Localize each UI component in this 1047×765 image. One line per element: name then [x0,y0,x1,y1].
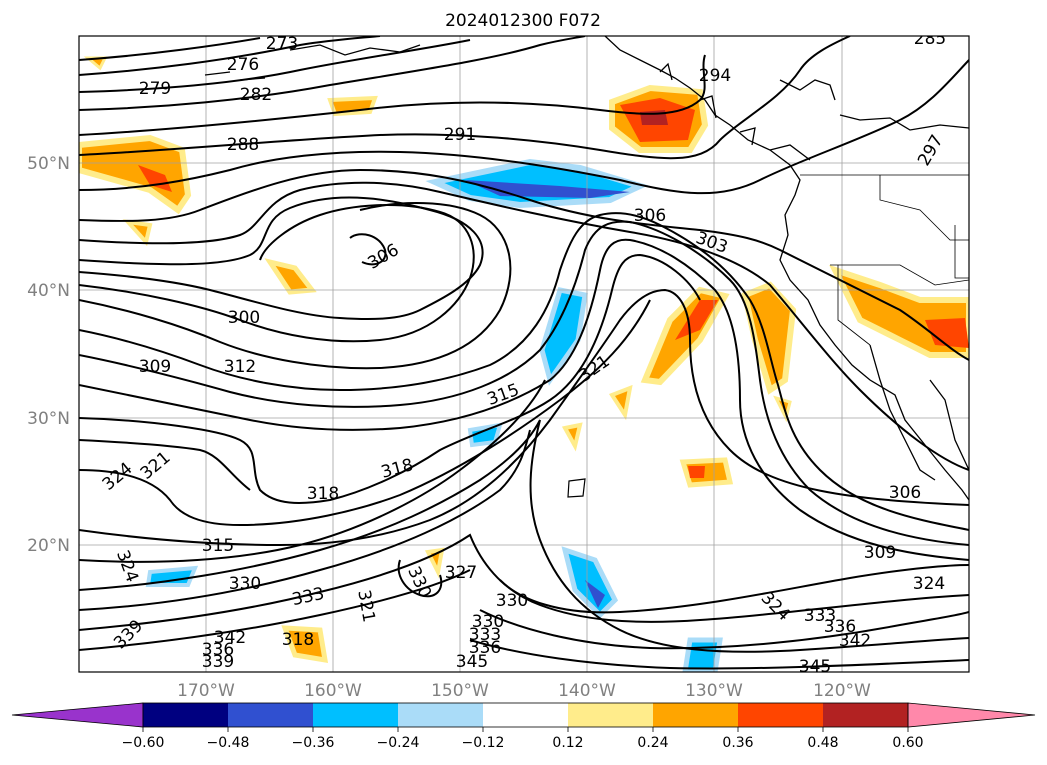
colorbar-tick-label: −0.48 [207,735,250,751]
lat-label: 20°N [27,536,70,556]
contour-label: 294 [699,66,731,86]
map-plot-area: 273 276 279 282 288 291 294 297 285 306 … [79,29,969,677]
contour-label: 309 [864,543,896,563]
lon-label: 150°W [431,681,489,701]
colorbar-tick-label: −0.36 [292,735,335,751]
contour-label: 306 [634,206,666,226]
map-title: 2024012300 F072 [445,11,601,31]
colorbar-tick-label: 0.36 [722,735,753,751]
colorbar-cell [823,703,908,727]
lat-label: 30°N [27,409,70,429]
lon-labels: 170°W 160°W 150°W 140°W 130°W 120°W [177,681,871,701]
lon-label: 140°W [558,681,616,701]
lat-label: 50°N [27,154,70,174]
contour-label: 324 [913,574,945,594]
colorbar-tick-label: −0.12 [462,735,505,751]
colorbar-outline [142,702,909,728]
grid-lines [79,36,969,672]
colorbar-cell [653,703,738,727]
colorbar-tick-label: 0.60 [892,735,923,751]
lon-label: 160°W [304,681,362,701]
map-frame [78,35,970,673]
lon-label: 120°W [813,681,871,701]
contour-label: 300 [228,308,260,328]
lat-labels: 50°N 40°N 30°N 20°N [27,154,70,556]
contour-label: 330 [229,574,261,594]
contour-label: 336 [469,638,501,658]
colorbar-cell [483,703,568,727]
contour-label: 342 [839,631,871,651]
contour-label: 333 [804,606,836,626]
contour-label: 306 [889,483,921,503]
contour-lines [79,36,969,670]
contour-label: 339 [202,652,234,672]
contour-label: 336 [202,640,234,660]
contour-label: 309 [139,357,171,377]
colorbar-cell [568,703,653,727]
contour-label: 291 [444,125,476,145]
colorbar-tick-label: 0.24 [637,735,668,751]
contour-label: 285 [914,29,946,49]
contour-label: 288 [227,135,259,155]
colorbar-extend-min [11,702,144,728]
contour-label: 345 [456,652,488,672]
colorbar-extend-max [907,702,1036,728]
contour-label: 327 [445,563,477,583]
contour-label: 330 [496,591,528,611]
colorbar-tick-label: −0.24 [377,735,420,751]
contour-label: 318 [282,630,314,650]
contour-label: 315 [202,536,234,556]
lon-label: 130°W [685,681,743,701]
contour-label: 279 [139,79,171,99]
contour-label: 318 [307,484,339,504]
contour-label: 273 [266,34,298,54]
colorbar-tick-label: 0.48 [807,735,838,751]
colorbar-cell [228,703,313,727]
contour-label: 282 [240,85,272,105]
colorbar-cell [313,703,398,727]
contour-label: 330 [472,612,504,632]
contour-label: 333 [469,625,501,645]
colorbar-tick-label: −0.60 [122,735,165,751]
lat-label: 40°N [27,281,70,301]
lon-label: 170°W [177,681,235,701]
contour-label: 336 [824,617,856,637]
contour-label: 345 [799,657,831,677]
colorbar: −0.60 −0.48 −0.36 −0.24 −0.12 0.12 0.24 0.36 0.4… [11,702,1036,751]
contour-label: 312 [224,357,256,377]
colorbar-cell [398,703,483,727]
political-borders [800,174,969,346]
colorbar-cell [143,703,228,727]
contour-label: 342 [214,628,246,648]
colorbar-tick-label: 0.12 [552,735,583,751]
colorbar-cell [738,703,823,727]
contour-label: 276 [227,55,259,75]
